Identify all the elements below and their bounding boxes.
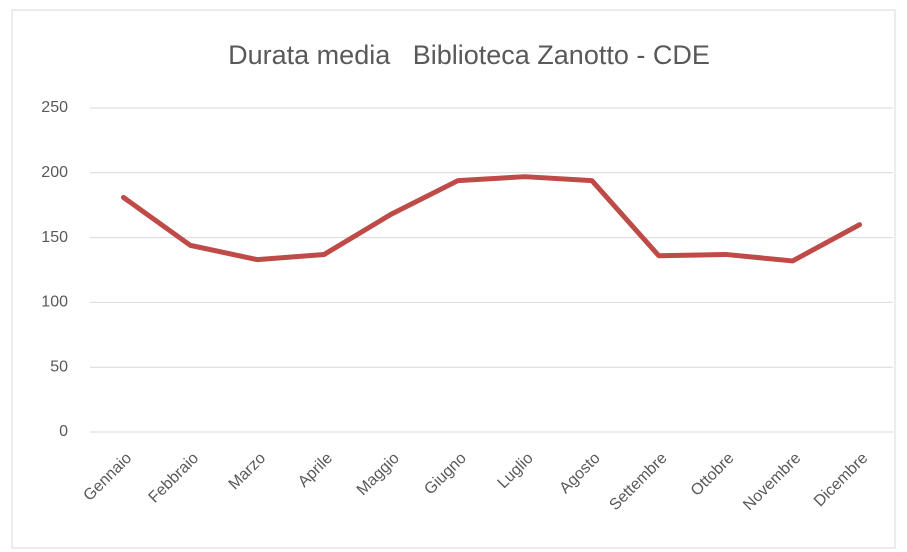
y-tick-label: 200	[41, 164, 68, 181]
data-line	[120, 174, 863, 264]
y-tick-label: 150	[41, 229, 68, 246]
chart-frame	[11, 9, 896, 549]
y-tick-label: 100	[41, 294, 68, 311]
chart-title: Durata media Biblioteca Zanotto - CDE	[228, 40, 710, 70]
y-tick-label: 50	[50, 358, 68, 375]
y-tick-label: 250	[41, 99, 68, 116]
y-tick-label: 0	[59, 423, 68, 440]
